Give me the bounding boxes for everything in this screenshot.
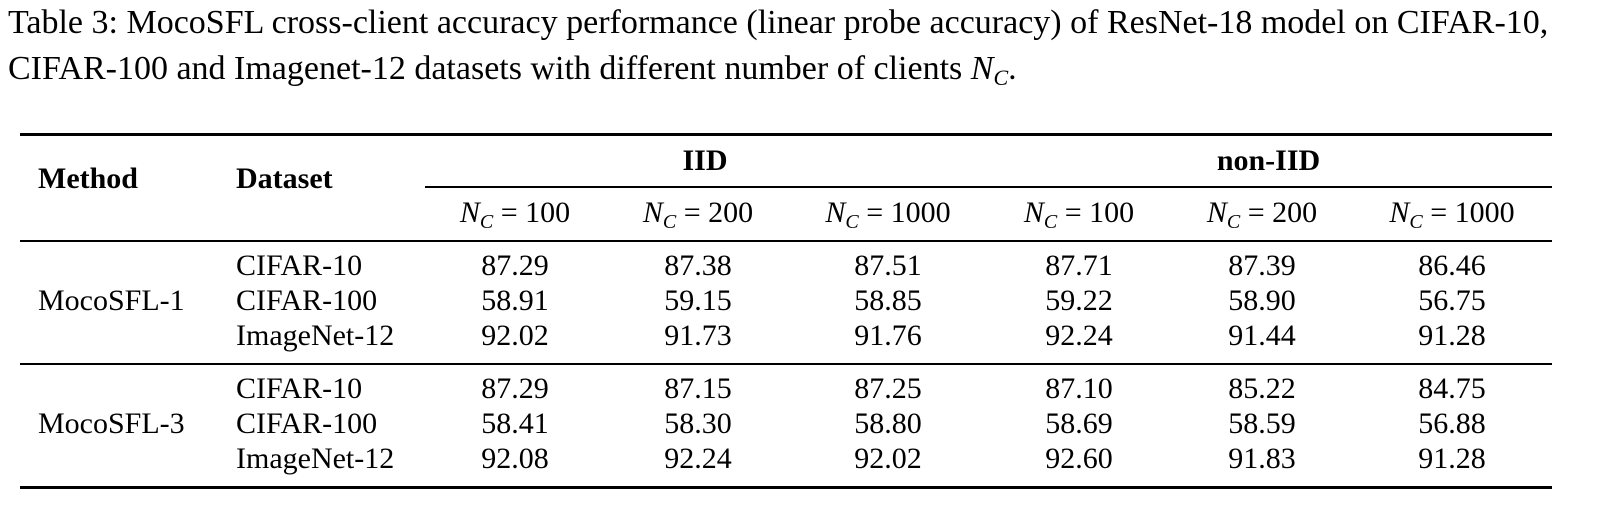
accuracy-cell: 59.15 — [664, 284, 732, 317]
accuracy-cell: 91.28 — [1418, 442, 1486, 475]
accuracy-cell: 56.88 — [1418, 407, 1486, 440]
nc-var: N — [642, 196, 663, 229]
accuracy-cell: 85.22 — [1228, 372, 1296, 405]
nc-var: N — [459, 196, 480, 229]
method-label: MocoSFL-3 — [38, 407, 185, 440]
nc-value: 1000 — [890, 196, 951, 229]
accuracy-cell: 58.80 — [854, 407, 922, 440]
dataset-label: ImageNet-12 — [236, 319, 395, 352]
accuracy-cell: 59.22 — [1045, 284, 1113, 317]
caption-text: Table 3: MocoSFL cross-client accuracy p… — [8, 4, 1549, 87]
accuracy-cell: 87.71 — [1045, 249, 1113, 282]
nc-sub: C — [1409, 211, 1423, 233]
caption-suffix: . — [1008, 50, 1017, 87]
accuracy-cell: 87.39 — [1228, 249, 1296, 282]
accuracy-cell: 87.51 — [854, 249, 922, 282]
accuracy-cell: 91.44 — [1228, 319, 1296, 352]
header-rule — [20, 240, 1552, 242]
mid-rule — [20, 363, 1552, 365]
accuracy-cell: 87.25 — [854, 372, 922, 405]
nc-header-cell: NC = 1000 — [1362, 196, 1542, 233]
accuracy-cell: 58.30 — [664, 407, 732, 440]
accuracy-cell: 58.90 — [1228, 284, 1296, 317]
header-dataset: Dataset — [236, 162, 333, 195]
nc-value: 100 — [1089, 196, 1135, 229]
accuracy-cell: 58.85 — [854, 284, 922, 317]
header-group-iid: IID — [682, 144, 728, 177]
table-caption: Table 3: MocoSFL cross-client accuracy p… — [8, 0, 1593, 92]
nc-sub: C — [845, 211, 859, 233]
nc-header-cell: NC = 100 — [425, 196, 605, 233]
nc-header-cell: NC = 200 — [608, 196, 788, 233]
accuracy-cell: 92.24 — [664, 442, 732, 475]
nc-header-cell: NC = 1000 — [798, 196, 978, 233]
nc-value: 200 — [708, 196, 754, 229]
accuracy-cell: 87.38 — [664, 249, 732, 282]
nc-value: 1000 — [1454, 196, 1515, 229]
accuracy-cell: 86.46 — [1418, 249, 1486, 282]
accuracy-cell: 91.28 — [1418, 319, 1486, 352]
equals-sign: = — [1057, 196, 1090, 229]
equals-sign: = — [1240, 196, 1273, 229]
equals-sign: = — [1422, 196, 1455, 229]
bottom-rule — [20, 486, 1552, 489]
header-group-noniid: non-IID — [1216, 144, 1321, 177]
accuracy-cell: 58.91 — [481, 284, 549, 317]
accuracy-cell: 87.29 — [481, 249, 549, 282]
accuracy-cell: 84.75 — [1418, 372, 1486, 405]
accuracy-cell: 56.75 — [1418, 284, 1486, 317]
accuracy-cell: 91.73 — [664, 319, 732, 352]
nc-var: N — [1389, 196, 1410, 229]
nc-var: N — [1023, 196, 1044, 229]
nc-sub: C — [1226, 211, 1241, 233]
nc-sub: C — [662, 211, 677, 233]
accuracy-cell: 91.83 — [1228, 442, 1296, 475]
accuracy-cell: 87.10 — [1045, 372, 1113, 405]
method-label: MocoSFL-1 — [38, 284, 185, 317]
accuracy-cell: 92.24 — [1045, 319, 1113, 352]
accuracy-cell: 92.60 — [1045, 442, 1113, 475]
group-underline — [425, 186, 1552, 188]
accuracy-cell: 58.41 — [481, 407, 549, 440]
nc-var: N — [825, 196, 846, 229]
equals-sign: = — [676, 196, 709, 229]
top-rule — [20, 133, 1552, 136]
nc-value: 100 — [525, 196, 571, 229]
nc-sub: C — [479, 211, 494, 233]
dataset-label: ImageNet-12 — [236, 442, 395, 475]
dataset-label: CIFAR-100 — [236, 284, 378, 317]
dataset-label: CIFAR-100 — [236, 407, 378, 440]
nc-var: N — [1206, 196, 1227, 229]
header-method: Method — [38, 162, 138, 195]
nc-sub: C — [1043, 211, 1058, 233]
accuracy-cell: 87.29 — [481, 372, 549, 405]
nc-header-cell: NC = 200 — [1172, 196, 1352, 233]
caption-nc-var: N — [970, 50, 994, 87]
accuracy-cell: 92.02 — [481, 319, 549, 352]
equals-sign: = — [858, 196, 891, 229]
accuracy-cell: 92.08 — [481, 442, 549, 475]
dataset-label: CIFAR-10 — [236, 249, 363, 282]
dataset-label: CIFAR-10 — [236, 372, 363, 405]
equals-sign: = — [493, 196, 526, 229]
accuracy-cell: 58.59 — [1228, 407, 1296, 440]
nc-value: 200 — [1272, 196, 1318, 229]
caption-nc-sub: C — [993, 65, 1009, 90]
accuracy-cell: 92.02 — [854, 442, 922, 475]
accuracy-cell: 58.69 — [1045, 407, 1113, 440]
accuracy-cell: 87.15 — [664, 372, 732, 405]
accuracy-cell: 91.76 — [854, 319, 922, 352]
nc-header-cell: NC = 100 — [989, 196, 1169, 233]
